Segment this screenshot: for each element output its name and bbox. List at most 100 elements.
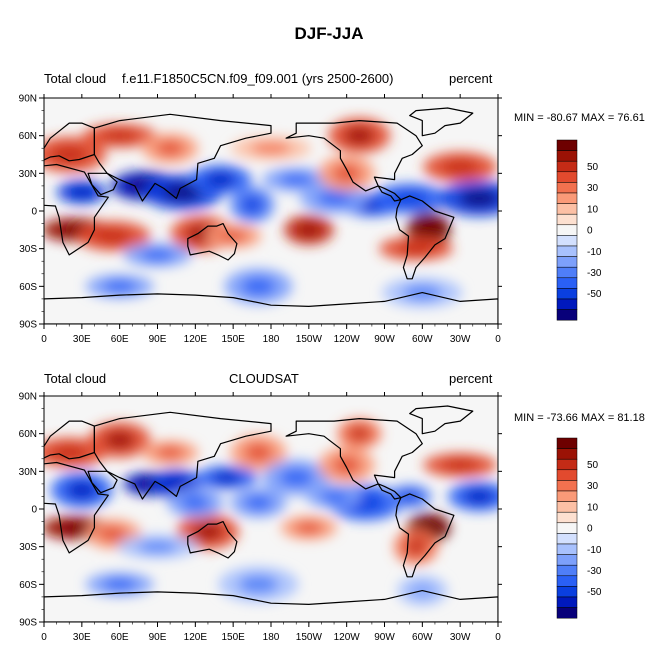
colorbar-box xyxy=(556,192,578,204)
cloud-anomaly-core xyxy=(343,126,375,145)
cloud-anomaly-core xyxy=(163,476,189,492)
cloud-anomaly-core xyxy=(348,426,371,442)
y-tick-label: 0 xyxy=(31,505,37,516)
cloud-anomaly-core xyxy=(104,430,136,449)
coastline xyxy=(187,521,238,559)
map-panel-2: 0 30E 60E 90E 120E 150E 180 150W 120W 90W 60W 30W 09… xyxy=(19,392,502,643)
cloud-anomaly-core xyxy=(241,195,264,214)
coastline xyxy=(93,113,272,202)
colorbar-box xyxy=(556,298,578,310)
coastline xyxy=(377,185,402,202)
colorbar-box xyxy=(556,490,578,502)
colorbar-box xyxy=(556,245,578,257)
y-tick-label: 90N xyxy=(19,392,37,403)
coastline xyxy=(44,292,498,324)
cloud-anomaly-core xyxy=(251,142,291,155)
colorbar-label: 0 xyxy=(587,226,593,237)
coastline xyxy=(395,493,455,578)
coastline xyxy=(93,411,272,500)
cloud-anomaly-core xyxy=(296,222,322,238)
x-tick-label: 90W xyxy=(374,632,395,643)
colorbar-label: 10 xyxy=(587,502,599,513)
coastline xyxy=(187,223,238,261)
cloud-anomaly-core xyxy=(459,189,498,208)
colorbar-box xyxy=(556,266,578,279)
cloud-anomaly-core xyxy=(102,578,137,591)
cloud-anomaly-core xyxy=(66,481,98,500)
page-title: DJF-JJA xyxy=(294,24,364,43)
cloud-anomaly-core xyxy=(244,443,273,462)
colorbar-1: 50 30 10 0 -10 -30 -50 xyxy=(556,139,602,321)
cloud-anomaly-core xyxy=(405,537,428,556)
colorbar-box xyxy=(556,213,578,226)
cloud-anomaly-core xyxy=(58,521,93,534)
cloud-anomaly-core xyxy=(99,526,128,542)
panel1-units-label: percent xyxy=(449,71,493,86)
colorbar-box xyxy=(556,554,578,566)
x-tick-label: 60W xyxy=(412,334,433,345)
cloud-anomaly-core xyxy=(156,446,185,459)
cloud-anomaly-core xyxy=(332,456,361,475)
coastline xyxy=(409,405,474,435)
cloud-anomaly-core xyxy=(94,228,132,244)
colorbar-box xyxy=(556,469,578,481)
coastline xyxy=(44,590,498,622)
cloud-anomaly-core xyxy=(244,495,273,511)
colorbar-label: 30 xyxy=(587,481,599,492)
x-tick-label: 120W xyxy=(334,334,361,345)
x-tick-label: 0 xyxy=(495,632,501,643)
cloud-anomaly-core xyxy=(205,172,237,188)
cloud-anomaly-core xyxy=(398,490,421,503)
colorbar-label: 50 xyxy=(587,162,599,173)
colorbar-box xyxy=(556,277,578,289)
coastline xyxy=(377,483,402,500)
coastline xyxy=(44,122,95,162)
x-tick-label: 60E xyxy=(111,632,129,643)
cloud-anomaly-core xyxy=(219,230,248,243)
cloud-anomaly-core xyxy=(241,277,276,296)
colorbar-box xyxy=(556,607,578,619)
y-tick-label: 90N xyxy=(19,94,37,105)
colorbar-label: 10 xyxy=(587,204,599,215)
y-tick-label: 60S xyxy=(19,580,37,591)
panel1-variable-label: Total cloud xyxy=(44,71,107,86)
colorbar-label: 0 xyxy=(587,524,593,535)
x-tick-label: 90E xyxy=(149,334,167,345)
cloud-anomaly-core xyxy=(238,575,279,594)
coastline xyxy=(395,195,455,280)
panel2-stats: MIN = -73.66 MAX = 81.18 xyxy=(514,412,645,424)
y-tick-label: 60N xyxy=(19,429,37,440)
colorbar-box xyxy=(556,533,578,545)
cloud-anomaly-core xyxy=(279,468,314,487)
x-tick-label: 30W xyxy=(450,334,471,345)
colorbar-box xyxy=(556,480,578,492)
colorbar-box xyxy=(556,543,578,555)
colorbar-label: -50 xyxy=(587,587,602,598)
x-tick-label: 150W xyxy=(296,632,323,643)
x-tick-label: 120E xyxy=(184,334,208,345)
colorbar-box xyxy=(556,501,578,513)
panel2-source-label: CLOUDSAT xyxy=(229,371,299,386)
cloud-anomaly-core xyxy=(441,459,479,472)
colorbar-box xyxy=(556,458,578,471)
y-tick-label: 30N xyxy=(19,467,37,478)
x-tick-label: 60E xyxy=(111,334,129,345)
x-tick-label: 120E xyxy=(184,632,208,643)
cloud-anomaly-core xyxy=(137,540,178,553)
cloud-anomaly-core xyxy=(397,242,435,255)
y-tick-label: 30S xyxy=(19,542,37,553)
colorbar-box xyxy=(556,586,578,598)
coastline xyxy=(285,418,423,490)
colorbar-box xyxy=(556,160,578,173)
colorbar-box xyxy=(556,575,578,587)
colorbar-box xyxy=(556,203,578,215)
colorbar-box xyxy=(556,522,578,534)
x-tick-label: 0 xyxy=(41,334,47,345)
y-tick-label: 30N xyxy=(19,169,37,180)
colorbar-box xyxy=(556,288,578,300)
coastline xyxy=(87,172,118,196)
cloud-anomaly-core xyxy=(317,190,352,206)
cloud-anomaly-core xyxy=(181,495,210,511)
x-tick-label: 30W xyxy=(450,632,471,643)
